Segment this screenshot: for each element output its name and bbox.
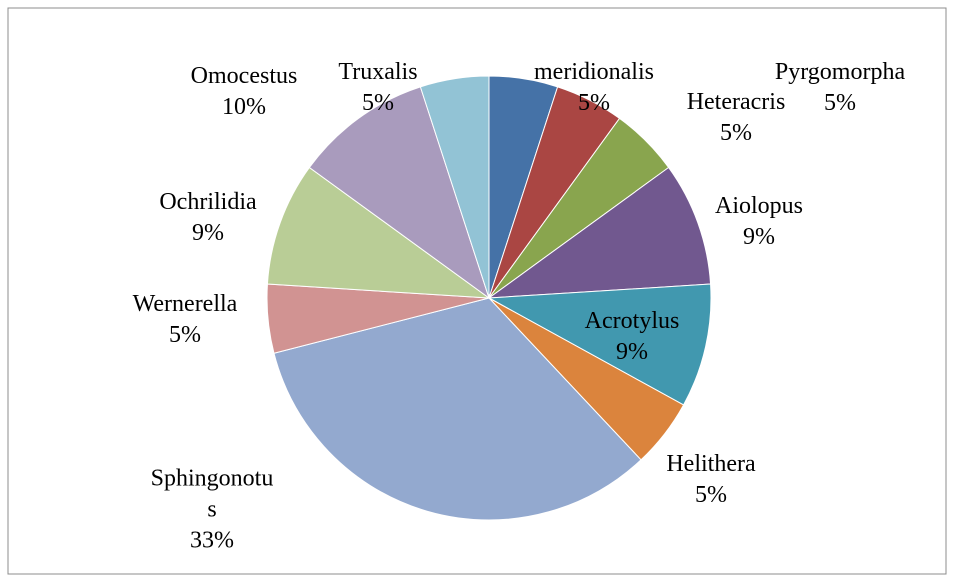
slice-name: Omocestus xyxy=(190,63,298,89)
slice-percent: 9% xyxy=(616,339,648,365)
slice-label: Omocestus 10% xyxy=(191,61,298,123)
slice-label: Truxalis 5% xyxy=(338,57,417,119)
slice-name: Pyrgomorpha xyxy=(774,59,906,85)
slice-label: meridionalis 5% xyxy=(534,57,654,119)
slice-label: Aiolopus 9% xyxy=(715,191,803,253)
slice-name: meridionalis xyxy=(534,59,654,85)
slice-percent: 33% xyxy=(190,527,234,554)
pie-slice xyxy=(308,86,490,300)
pie-slice xyxy=(419,75,490,299)
slice-percent: 5% xyxy=(361,90,394,116)
slice-percent: 5% xyxy=(719,120,752,146)
slice-name: Acrotylus xyxy=(584,308,680,334)
slice-name: Truxalis xyxy=(338,59,418,85)
slice-label: Helithera 5% xyxy=(666,449,755,511)
slice-percent: 10% xyxy=(222,94,266,120)
slice-percent: 5% xyxy=(694,482,727,508)
slice-percent: 9% xyxy=(742,224,775,250)
slice-name: Aiolopus xyxy=(714,193,804,219)
slice-label: Ochrilidia 9% xyxy=(159,187,256,249)
slice-name: Ochrilidia xyxy=(159,189,257,215)
pie-slice xyxy=(487,166,712,299)
slice-label: Acrotylus 9% xyxy=(585,306,680,368)
pie-slice xyxy=(273,297,642,521)
slice-name: Heteracris xyxy=(686,89,786,115)
slice-name: Wernerella xyxy=(132,291,238,317)
slice-name: Sphingonotus xyxy=(150,465,274,523)
slice-label: Heteracris 5% xyxy=(687,87,786,149)
slice-percent: 5% xyxy=(824,90,856,116)
slice-percent: 5% xyxy=(168,322,201,348)
slice-label: Pyrgomorpha 5% xyxy=(775,57,905,119)
slice-label: Sphingonotus 33% xyxy=(148,464,276,557)
slice-percent: 5% xyxy=(577,90,610,116)
pie-slice xyxy=(487,283,712,406)
slice-label: Wernerella 5% xyxy=(133,289,238,351)
pie-slice xyxy=(266,166,491,299)
slice-name: Helithera xyxy=(666,451,756,477)
slice-percent: 9% xyxy=(192,220,224,246)
